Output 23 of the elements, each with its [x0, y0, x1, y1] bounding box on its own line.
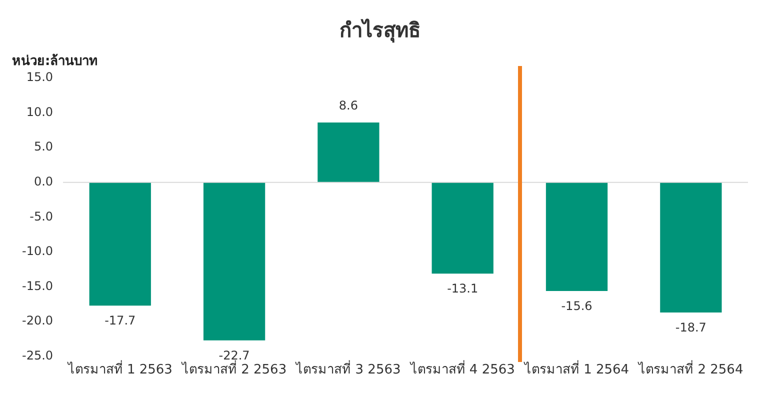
y-tick-label: 0.0: [34, 174, 54, 189]
y-tick-label: -10.0: [22, 244, 54, 258]
y-axis-title: หน่วย:ล้านบาท: [12, 52, 98, 69]
data-label: -13.1: [447, 282, 478, 296]
y-tick-label: -20.0: [22, 314, 54, 328]
x-tick-label: ไตรมาสที่ 2 2564: [638, 360, 744, 378]
x-tick-label: ไตรมาสที่ 2 2563: [180, 360, 287, 378]
x-tick-label: ไตรมาสที่ 4 2563: [409, 360, 515, 378]
x-tick-label: ไตรมาสที่ 1 2563: [66, 360, 172, 378]
y-tick-label: -25.0: [22, 348, 54, 363]
y-tick-label: 5.0: [34, 140, 54, 154]
data-label: -22.7: [218, 348, 250, 363]
data-label: -17.7: [104, 314, 136, 328]
y-tick-label: 10.0: [26, 104, 54, 119]
y-tick-label: -15.0: [22, 278, 54, 293]
y-tick-label: -5.0: [30, 209, 54, 224]
x-tick-label: ไตรมาสที่ 1 2564: [523, 360, 630, 378]
x-tick-label: ไตรมาสที่ 3 2563: [295, 360, 401, 378]
y-tick-label: 15.0: [26, 70, 54, 84]
data-label: 8.6: [338, 98, 358, 113]
data-label: -15.6: [561, 299, 592, 314]
chart-title: กำไรสุทธิ: [340, 18, 420, 44]
data-label: -18.7: [675, 320, 706, 335]
